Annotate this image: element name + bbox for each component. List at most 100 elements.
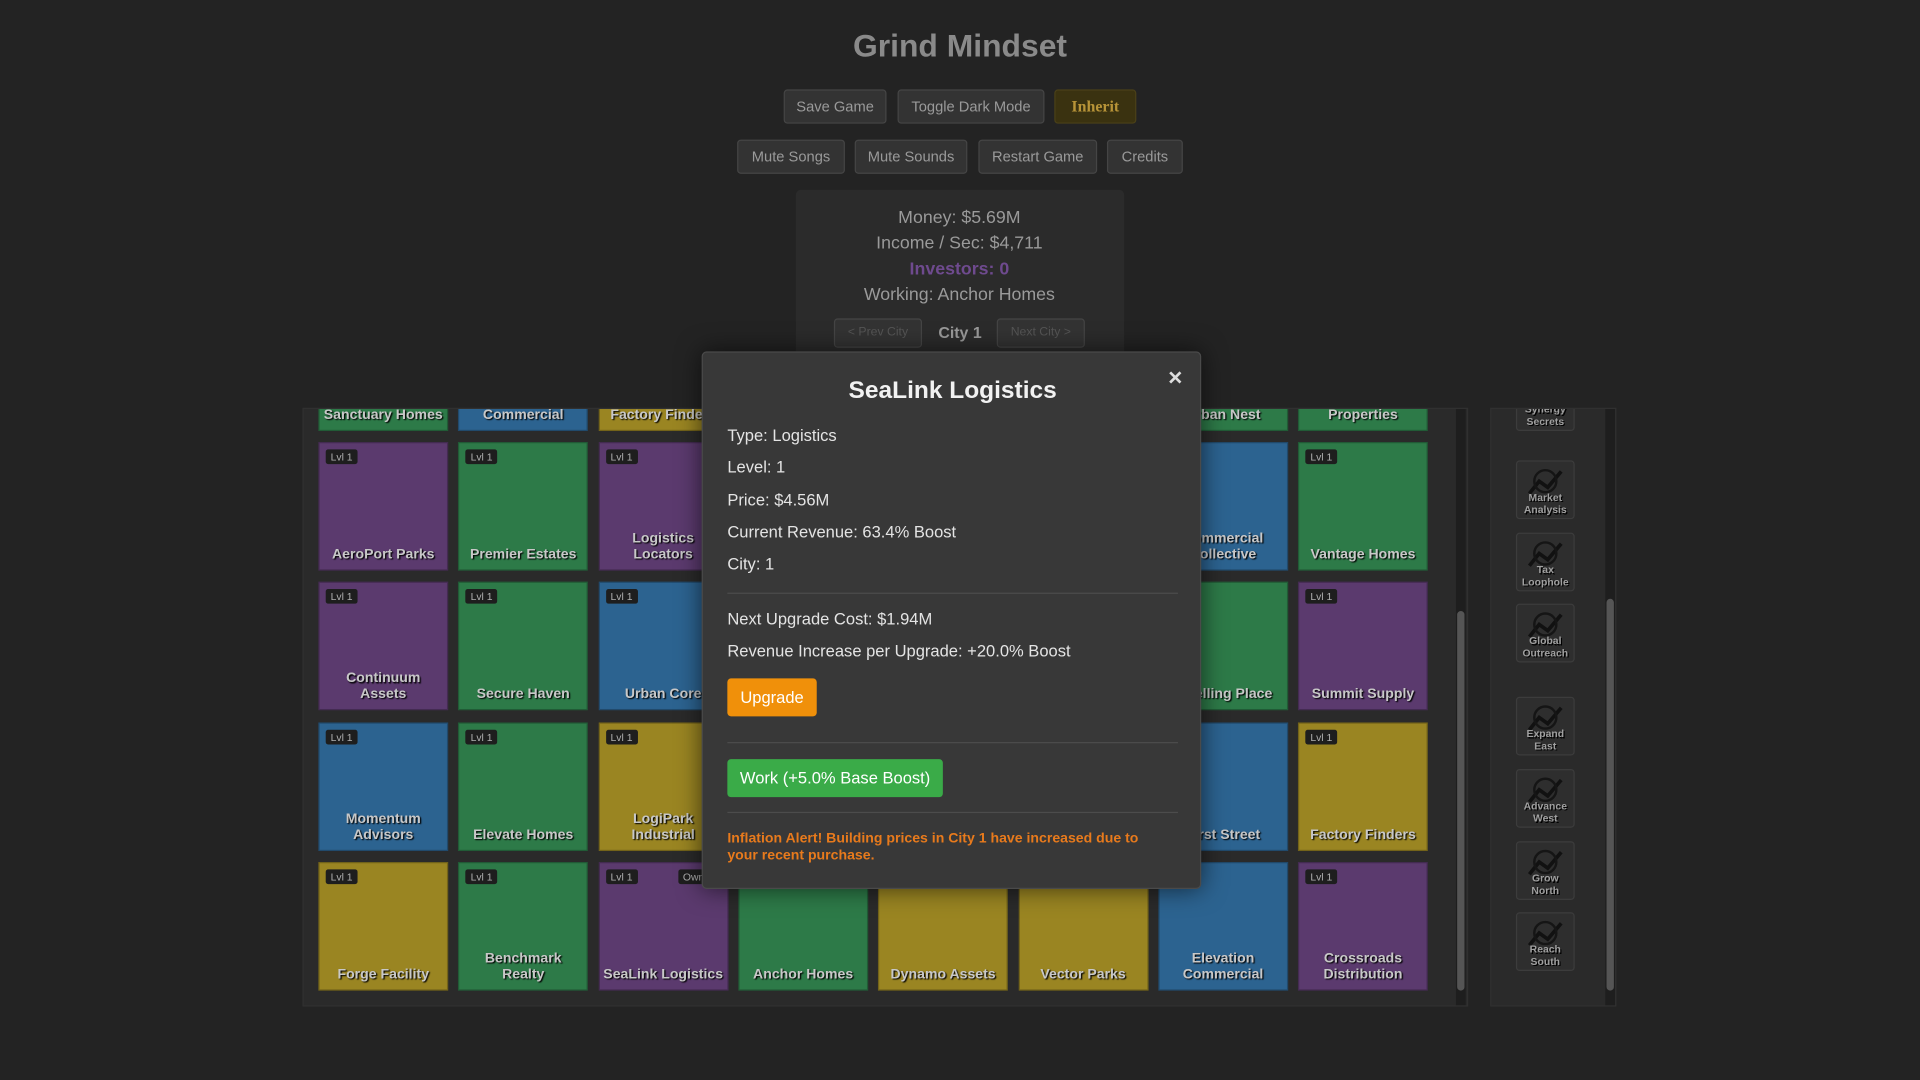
investors: Investors: 0 xyxy=(909,259,1010,280)
building-name: Commercial Collective xyxy=(1182,531,1264,563)
level-badge: Lvl 1 xyxy=(1305,449,1338,465)
building-tile[interactable]: Lvl 1 Summit Supply xyxy=(1298,581,1428,711)
upgrade-glyph xyxy=(1527,777,1563,804)
building-modal: SeaLink Logistics × Upgrade Work (+5.0% … xyxy=(701,351,1202,889)
building-name: Forge Facility xyxy=(337,967,430,982)
upgrade-label: Expand East xyxy=(1526,727,1565,752)
scroll-thumb xyxy=(1457,611,1465,991)
building-name: Crossroads Distribution xyxy=(1323,951,1403,982)
detail-line: Price: $4.56M xyxy=(727,490,830,509)
building-name: Urban Core xyxy=(624,687,702,702)
upgrade-label: Tax Loophole xyxy=(1521,563,1569,588)
side-scrollbar xyxy=(1605,408,1616,1006)
save-button[interactable]: Save Game xyxy=(783,89,887,124)
working: Working: Anchor Homes xyxy=(863,285,1055,305)
game-title: Grind Mindset xyxy=(852,26,1068,64)
building-name: Secure Haven xyxy=(476,687,570,702)
building-tile[interactable]: Lvl 1 Benchmark Realty xyxy=(458,861,589,991)
work-button[interactable]: Work (+5.0% Base Boost) xyxy=(727,759,943,798)
upgrade-icon[interactable]: Advance West xyxy=(1515,768,1575,828)
level-badge: Lvl 1 xyxy=(465,449,498,465)
building-name: Benchmark Realty xyxy=(484,951,562,982)
upgrade-icon[interactable]: Tax Loophole xyxy=(1515,532,1575,592)
divider xyxy=(727,592,1178,594)
building-name: AeroPort Parks xyxy=(331,547,435,563)
upgrade-info-line: Revenue Increase per Upgrade: +20.0% Boo… xyxy=(727,641,1071,661)
income: Income / Sec: $4,711 xyxy=(876,233,1043,254)
level-badge: Lvl 1 xyxy=(605,729,638,744)
building-name: Sanctuary Homes xyxy=(323,407,443,423)
level-badge: Lvl 1 xyxy=(465,589,498,605)
building-tile[interactable]: Lvl 1 Continuum Assets xyxy=(318,581,449,711)
building-tile[interactable]: Lvl 1 Elevate Homes xyxy=(458,721,589,851)
building-name: Elevate Homes xyxy=(473,827,574,842)
upgrade-icon[interactable]: Grow North xyxy=(1515,841,1575,900)
upgrade-label: Synergy Secrets xyxy=(1524,407,1566,427)
building-name: Properties xyxy=(1328,407,1398,423)
next-city-button[interactable]: Next City > xyxy=(996,318,1085,348)
level-badge: Lvl 1 xyxy=(605,589,638,605)
upgrade-label: Advance West xyxy=(1523,799,1568,824)
mute-songs-button[interactable]: Mute Songs xyxy=(737,139,845,174)
upgrade-icon[interactable]: Global Outreach xyxy=(1515,603,1575,663)
upgrade-panel: Synergy Secrets Market Analysis Tax Loopho… xyxy=(1490,407,1617,1007)
building-tile[interactable]: Properties xyxy=(1298,407,1428,432)
building-tile[interactable]: Lvl 1 AeroPort Parks xyxy=(318,442,449,571)
upgrade-glyph xyxy=(1527,920,1563,947)
building-tile[interactable]: Sanctuary Homes xyxy=(318,407,449,432)
restart-button[interactable]: Restart Game xyxy=(978,139,1098,174)
building-tile[interactable]: Lvl 1 Factory Finders xyxy=(1298,721,1428,851)
inherit-button[interactable]: Inherit xyxy=(1054,89,1137,124)
inflation-alert: Inflation Alert! Building prices in City… xyxy=(727,831,1139,864)
credits-button[interactable]: Credits xyxy=(1106,139,1183,174)
level-badge: Lvl 1 xyxy=(325,869,358,884)
building-tile[interactable]: Commercial xyxy=(458,407,589,432)
building-name: Momentum Advisors xyxy=(345,811,421,842)
building-tile[interactable]: Lvl 1 Forge Facility xyxy=(318,861,449,991)
building-tile[interactable]: Factory Finders xyxy=(598,407,729,432)
detail-line: Type: Logistics xyxy=(727,426,837,445)
building-name: Factory Finders xyxy=(610,407,717,423)
level-badge: Lvl 1 xyxy=(465,729,498,744)
building-name: Continuum Assets xyxy=(346,671,421,702)
upgrade-info-line: Next Upgrade Cost: $1.94M xyxy=(727,609,933,629)
building-tile[interactable]: Elevation Commercial xyxy=(1158,861,1288,991)
building-tile[interactable]: Lvl 1 Crossroads Distribution xyxy=(1298,861,1428,991)
money: Money: $5.69M xyxy=(898,208,1021,228)
upgrade-glyph xyxy=(1527,612,1563,638)
building-name: Commercial xyxy=(482,407,564,423)
dark-mode-button[interactable]: Toggle Dark Mode xyxy=(897,89,1045,124)
upgrade-icon[interactable]: Expand East xyxy=(1515,696,1575,756)
building-tile[interactable]: Lvl 1 Vantage Homes xyxy=(1298,442,1428,571)
upgrade-icon[interactable]: Market Analysis xyxy=(1515,460,1575,520)
level-badge: Lvl 1 xyxy=(1305,729,1338,744)
upgrade-button[interactable]: Upgrade xyxy=(727,678,817,717)
detail-line: City: 1 xyxy=(727,554,775,574)
building-name: First Street xyxy=(1185,827,1261,842)
building-name: SeaLink Logistics xyxy=(603,967,724,982)
level-badge: Lvl 1 xyxy=(605,449,638,465)
level-badge: Lvl 1 xyxy=(465,869,498,884)
upgrade-label: Reach South xyxy=(1529,942,1561,967)
prev-city-button[interactable]: < Prev City xyxy=(833,318,923,348)
modal-title: SeaLink Logistics xyxy=(848,377,1057,405)
scroll-thumb xyxy=(1606,598,1614,991)
building-name: LogiPark Industrial xyxy=(631,811,695,842)
building-tile[interactable]: Lvl 1 Momentum Advisors xyxy=(318,721,449,851)
grid-scrollbar xyxy=(1455,408,1466,1006)
building-name: Urban Nest xyxy=(1185,407,1261,423)
close-button[interactable]: × xyxy=(1168,364,1183,392)
current-city: City 1 xyxy=(938,323,982,342)
upgrade-icon[interactable]: Reach South xyxy=(1515,912,1575,972)
building-tile[interactable]: First Street xyxy=(1158,721,1288,851)
upgrade-label: Grow North xyxy=(1531,871,1560,896)
level-badge: Lvl 1 xyxy=(325,589,358,605)
upgrade-icon[interactable]: Synergy Secrets xyxy=(1515,407,1575,432)
mute-sounds-button[interactable]: Mute Sounds xyxy=(854,139,968,174)
building-tile[interactable]: Lvl 1 Premier Estates xyxy=(458,442,589,571)
building-name: Logistics Locators xyxy=(632,531,695,563)
building-name: Factory Finders xyxy=(1310,827,1416,842)
divider xyxy=(727,811,1178,814)
building-tile[interactable]: Lvl 1 Secure Haven xyxy=(458,581,589,711)
